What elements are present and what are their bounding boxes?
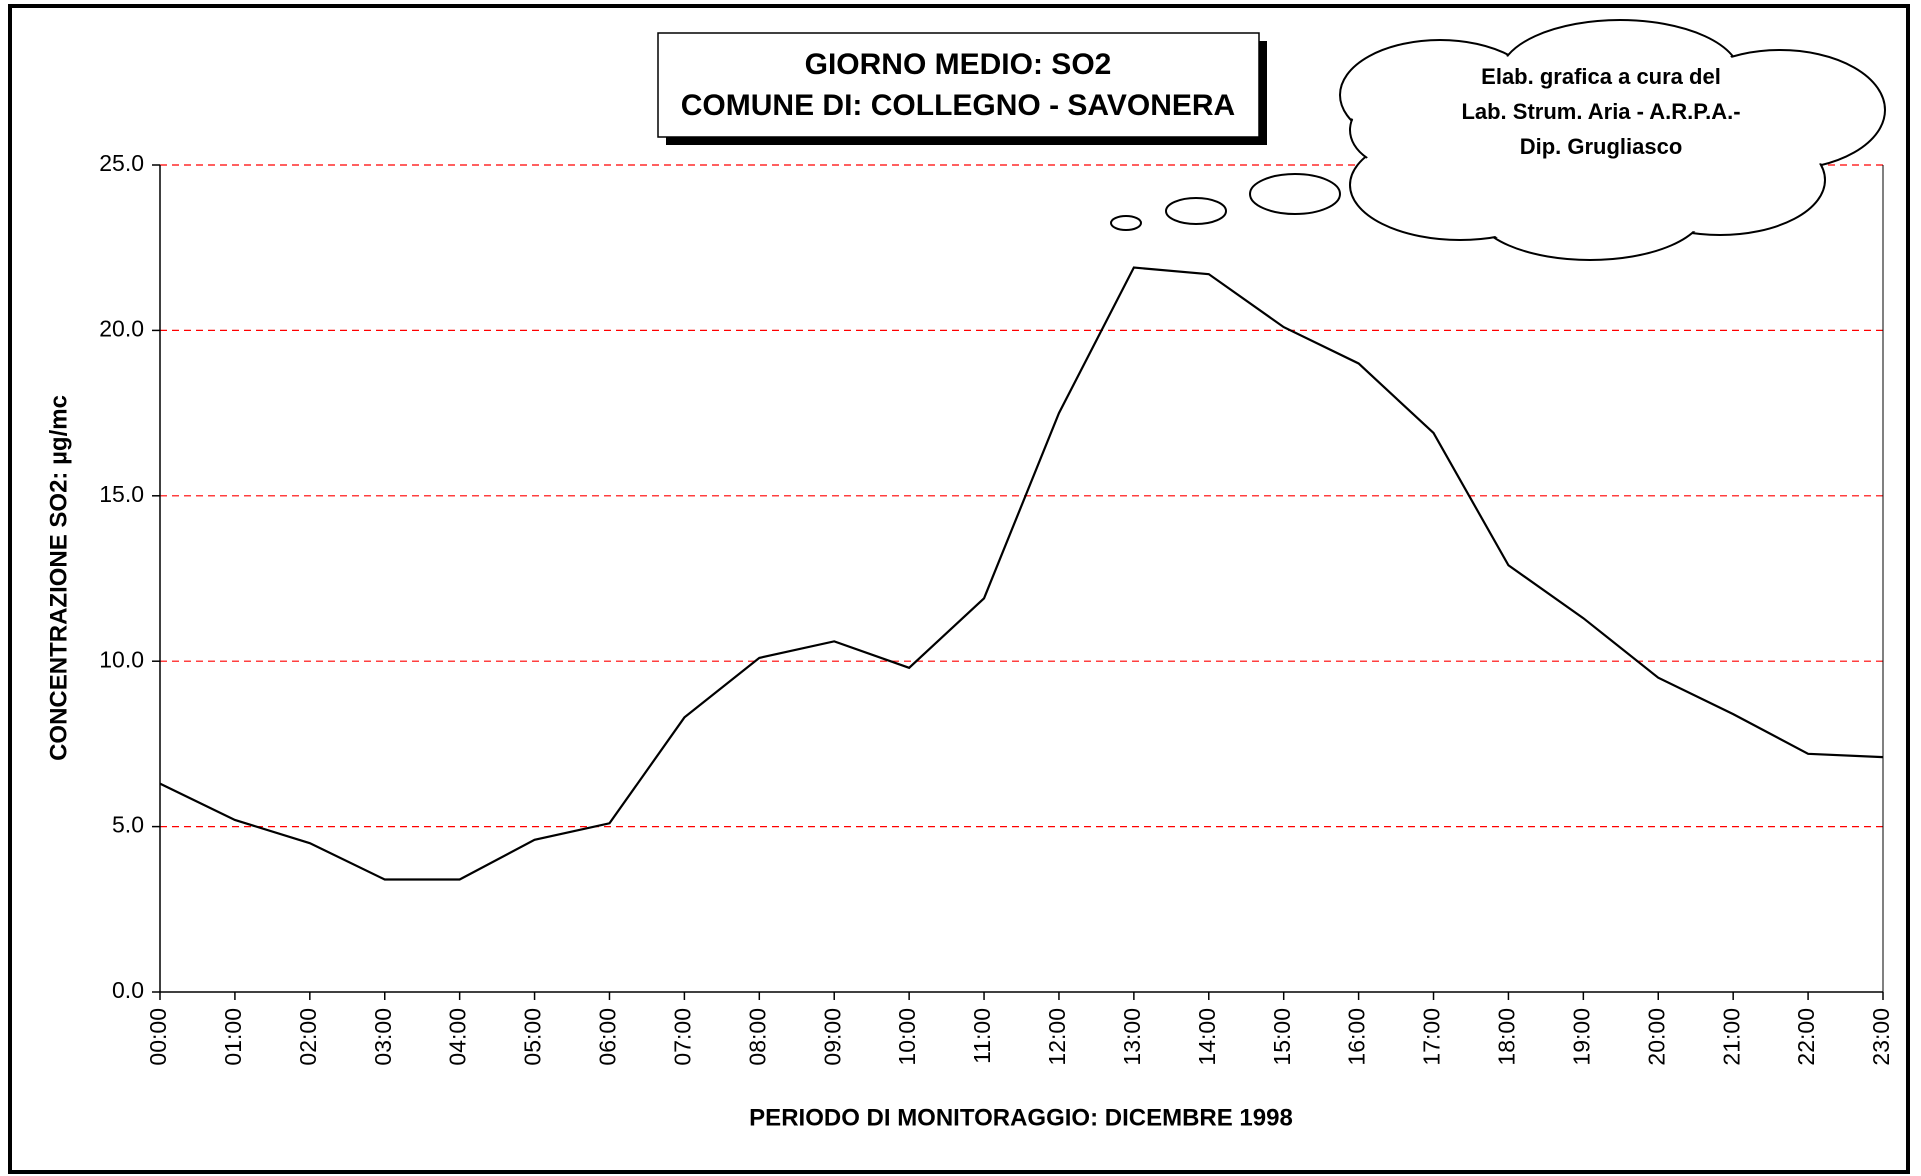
x-tick-label: 15:00 (1269, 1008, 1295, 1066)
y-axis-label: CONCENTRAZIONE SO2: µg/mc (45, 395, 72, 761)
x-tick-label: 01:00 (220, 1008, 246, 1066)
chart: GIORNO MEDIO: SO2 COMUNE DI: COLLEGNO - … (0, 0, 1921, 1176)
y-tick-label: 15.0 (99, 481, 144, 507)
x-tick-label: 09:00 (819, 1008, 845, 1066)
x-tick-label: 05:00 (520, 1008, 546, 1066)
x-tick-label: 16:00 (1344, 1008, 1370, 1066)
chart-title: GIORNO MEDIO: SO2 (805, 48, 1112, 81)
x-tick-label: 12:00 (1044, 1008, 1070, 1066)
x-tick-label: 07:00 (669, 1008, 695, 1066)
y-tick-label: 10.0 (99, 646, 144, 672)
x-tick-label: 14:00 (1194, 1008, 1220, 1066)
x-tick-label: 23:00 (1868, 1008, 1894, 1066)
chart-subtitle: COMUNE DI: COLLEGNO - SAVONERA (681, 89, 1235, 122)
annotation: Elab. grafica a cura del (1481, 64, 1721, 89)
y-tick-label: 5.0 (112, 812, 144, 838)
x-tick-label: 06:00 (595, 1008, 621, 1066)
annotation: Lab. Strum. Aria - A.R.P.A.- (1461, 99, 1740, 124)
x-tick-label: 04:00 (445, 1008, 471, 1066)
x-tick-label: 18:00 (1494, 1008, 1520, 1066)
x-tick-label: 13:00 (1119, 1008, 1145, 1066)
x-tick-label: 20:00 (1643, 1008, 1669, 1066)
x-tick-label: 00:00 (145, 1008, 171, 1066)
x-tick-label: 17:00 (1419, 1008, 1445, 1066)
y-tick-label: 20.0 (99, 315, 144, 341)
x-tick-label: 11:00 (969, 1008, 995, 1064)
x-tick-label: 03:00 (370, 1008, 396, 1066)
x-tick-label: 22:00 (1793, 1008, 1819, 1066)
x-tick-label: 08:00 (744, 1008, 770, 1066)
x-axis-label: PERIODO DI MONITORAGGIO: DICEMBRE 1998 (749, 1104, 1293, 1131)
x-tick-label: 19:00 (1568, 1008, 1594, 1066)
x-tick-label: 10:00 (894, 1008, 920, 1066)
annotation: Dip. Grugliasco (1520, 134, 1683, 159)
x-tick-label: 02:00 (295, 1008, 321, 1066)
x-tick-label: 21:00 (1718, 1008, 1744, 1066)
y-tick-label: 0.0 (112, 977, 144, 1003)
y-tick-label: 25.0 (99, 150, 144, 176)
